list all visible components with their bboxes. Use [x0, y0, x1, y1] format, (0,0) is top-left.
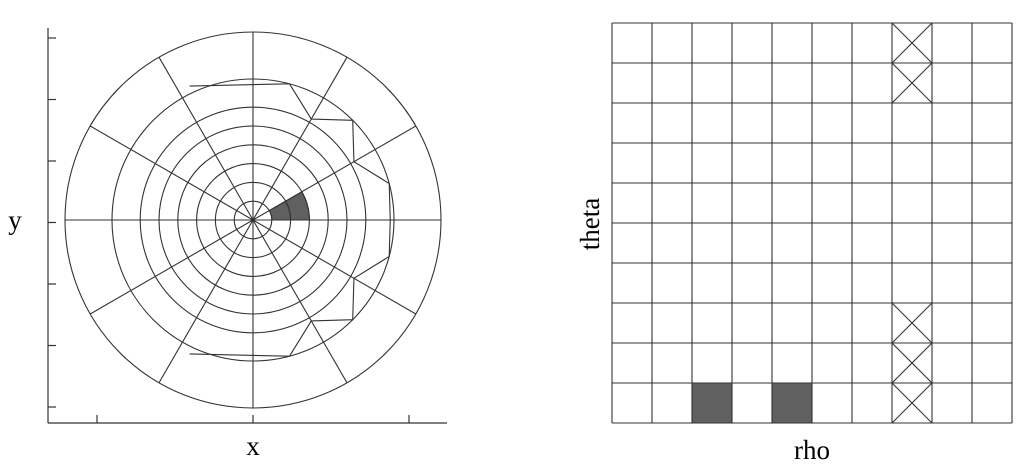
polar-spoke	[252, 219, 348, 384]
polar-spoke	[252, 125, 417, 221]
polar-spoke	[89, 219, 254, 315]
grid-lines	[611, 22, 1013, 424]
y-axis-label: y	[8, 205, 22, 235]
accumulator-grid-panel: rho theta	[575, 22, 1013, 465]
cross-mark-line	[891, 382, 933, 424]
star-polygon	[189, 83, 391, 357]
polar-spoke	[158, 219, 254, 384]
crossed-cells	[891, 22, 933, 424]
filled-accumulator-cell	[692, 383, 732, 423]
cross-mark-line	[891, 342, 933, 384]
polar-spoke	[158, 56, 254, 221]
star-polygon-line	[289, 83, 391, 357]
left-axes	[47, 28, 447, 424]
polar-grid-panel: x y	[8, 28, 447, 461]
shaded-polar-cells	[268, 191, 310, 221]
star-polygon-line	[189, 83, 290, 87]
filled-cells	[692, 383, 812, 423]
polar-spoke	[252, 219, 417, 315]
filled-accumulator-cell	[772, 383, 812, 423]
x-axis-label: x	[246, 431, 260, 461]
star-polygon-line	[189, 353, 290, 357]
polar-spoke	[252, 56, 348, 221]
cross-mark-line	[891, 22, 933, 64]
cross-mark-line	[891, 62, 933, 104]
polar-spoke	[89, 125, 254, 221]
theta-axis-label: theta	[575, 198, 605, 250]
polar-spokes	[65, 32, 441, 408]
rho-axis-label: rho	[794, 435, 830, 465]
cross-mark-line	[891, 302, 933, 344]
